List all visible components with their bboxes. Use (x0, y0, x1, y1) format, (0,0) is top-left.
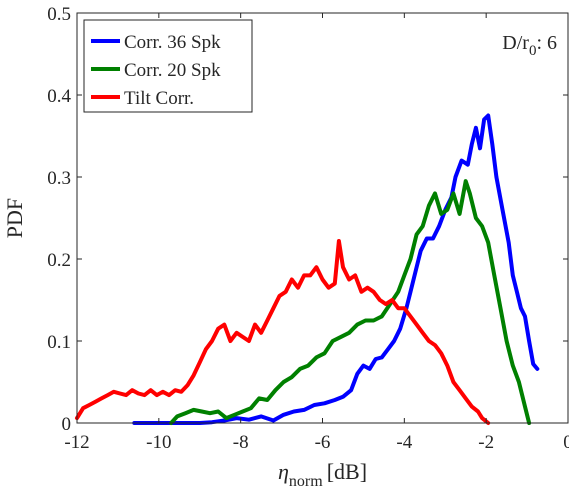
x-tick-label: -6 (315, 432, 331, 453)
annotation-tail: : 6 (536, 32, 557, 54)
d-over-r0-annotation: D/r0: 6 (502, 32, 557, 59)
x-axis-label-subscript: norm (289, 473, 323, 490)
y-tick-label: 0.4 (47, 86, 71, 107)
series-layer (75, 113, 540, 425)
x-axis-label: ηnorm [dB] (278, 459, 367, 490)
x-tick-label: -8 (233, 432, 249, 453)
legend: Corr. 36 Spk Corr. 20 Spk Tilt Corr. (83, 19, 253, 113)
annotation-main: D/r (502, 32, 529, 54)
series-line-1 (132, 113, 540, 425)
y-tick-label: 0.1 (47, 332, 71, 353)
x-axis-label-unit: [dB] (327, 459, 367, 484)
y-tick-label: 0.2 (47, 250, 71, 271)
x-tick-label: -4 (396, 432, 412, 453)
x-tick-label: -12 (64, 432, 89, 453)
x-tick-label: -2 (478, 432, 494, 453)
legend-label: Corr. 36 Spk (124, 32, 221, 53)
y-tick-label: 0 (62, 414, 72, 435)
legend-label: Tilt Corr. (124, 88, 194, 109)
legend-label: Corr. 20 Spk (124, 60, 221, 81)
series-line-3 (75, 239, 491, 425)
x-axis-label-symbol: η (278, 459, 289, 484)
annotation-subscript: 0 (529, 43, 537, 59)
x-tick-label: -10 (146, 432, 171, 453)
y-axis-label: PDF (2, 198, 27, 238)
tick-labels: -12 -10 -8 -6 -4 -2 0 0 0.1 0.2 0.3 0.4 0.5 (47, 4, 569, 453)
y-tick-label: 0.3 (47, 168, 71, 189)
series-line-2 (169, 179, 532, 425)
y-tick-label: 0.5 (47, 4, 71, 25)
ticks-layer (76, 12, 569, 424)
x-tick-label: 0 (563, 432, 569, 453)
